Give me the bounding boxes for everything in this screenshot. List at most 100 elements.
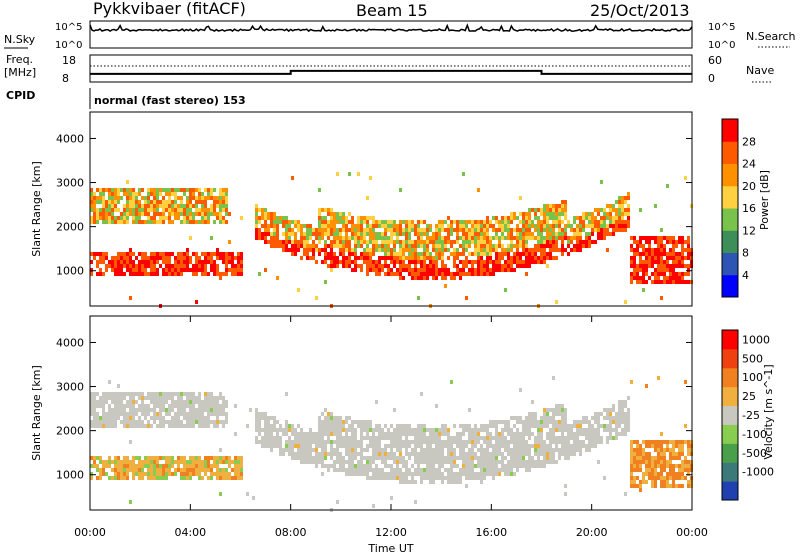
heatmap-cell <box>405 440 408 444</box>
heatmap-cell <box>471 252 474 256</box>
heatmap-cell <box>483 252 486 256</box>
heatmap-cell <box>336 256 339 260</box>
heatmap-cell <box>177 404 180 408</box>
heatmap-cell <box>492 468 495 472</box>
heatmap-cell <box>300 448 303 452</box>
heatmap-cell <box>630 456 633 460</box>
heatmap-cell <box>96 476 99 480</box>
heatmap-cell <box>534 252 537 256</box>
heatmap-cell <box>510 428 513 432</box>
heatmap-cell <box>177 188 180 192</box>
heatmap-cell <box>267 216 270 220</box>
heatmap-cell <box>306 448 309 452</box>
heatmap-cell <box>360 452 363 456</box>
heatmap-cell <box>453 252 456 256</box>
heatmap-cell <box>441 460 444 464</box>
heatmap-cell <box>213 252 216 256</box>
heatmap-cell <box>201 200 204 204</box>
heatmap-cell <box>138 408 141 412</box>
heatmap-cell <box>369 260 372 264</box>
heatmap-cell <box>138 264 141 268</box>
heatmap-cell <box>624 404 627 408</box>
heatmap-cell <box>417 436 420 440</box>
heatmap-cell <box>207 272 210 276</box>
heatmap-cell <box>447 480 450 484</box>
heatmap-cell <box>171 264 174 268</box>
heatmap-cell <box>525 432 528 436</box>
heatmap-cell <box>186 260 189 264</box>
heatmap-cell <box>513 460 516 464</box>
heatmap-cell <box>363 436 366 440</box>
heatmap-cell <box>450 272 453 276</box>
heatmap-cell <box>534 448 537 452</box>
heatmap-cell <box>594 412 597 416</box>
heatmap-cell <box>633 240 636 244</box>
heatmap-cell <box>156 416 159 420</box>
heatmap-cell <box>312 432 315 436</box>
heatmap-cell <box>192 252 195 256</box>
heatmap-cell <box>576 224 579 228</box>
heatmap-cell <box>186 248 189 252</box>
heatmap-cell <box>450 472 453 476</box>
heatmap-cell <box>168 196 171 200</box>
heatmap-cell <box>351 268 354 272</box>
heatmap-cell <box>459 236 462 240</box>
heatmap-cell <box>366 424 369 428</box>
heatmap-cell <box>114 472 117 476</box>
heatmap-cell <box>630 476 633 480</box>
heatmap-cell <box>534 436 537 440</box>
heatmap-cell <box>333 236 336 240</box>
heatmap-cell <box>348 244 351 248</box>
heatmap-cell <box>369 236 372 240</box>
colorbar-tick-label: 500 <box>742 352 763 365</box>
heatmap-cell <box>315 244 318 248</box>
heatmap-cell <box>234 268 237 272</box>
heatmap-cell <box>465 224 468 228</box>
heatmap-cell <box>582 244 585 248</box>
heatmap-cell <box>387 264 390 268</box>
heatmap-cell <box>606 412 609 416</box>
heatmap-cell <box>162 456 165 460</box>
colorbar-tick-label: -500 <box>742 447 767 460</box>
heatmap-cell <box>336 452 339 456</box>
heatmap-cell <box>465 452 468 456</box>
heatmap-cell <box>531 252 534 256</box>
heatmap-cell <box>258 228 261 232</box>
heatmap-cell <box>561 236 564 240</box>
heatmap-cell <box>357 468 360 472</box>
heatmap-cell <box>648 440 651 444</box>
heatmap-cell <box>420 452 423 456</box>
heatmap-cell <box>303 240 306 244</box>
heatmap-cell <box>582 420 585 424</box>
heatmap-cell <box>135 212 138 216</box>
heatmap-cell <box>225 252 228 256</box>
heatmap-cell <box>642 264 645 268</box>
heatmap-cell <box>534 420 537 424</box>
heatmap-cell <box>270 440 273 444</box>
heatmap-cell <box>573 448 576 452</box>
heatmap-cell <box>504 456 507 460</box>
heatmap-cell <box>90 420 93 424</box>
heatmap-cell <box>123 464 126 468</box>
heatmap-cell <box>450 440 453 444</box>
heatmap-cell <box>513 256 516 260</box>
heatmap-cell <box>327 220 330 224</box>
heatmap-cell <box>159 216 162 220</box>
heatmap-cell <box>633 248 636 252</box>
heatmap-cell <box>417 472 420 476</box>
heatmap-cell <box>507 268 510 272</box>
heatmap-cell <box>219 408 222 412</box>
heatmap-cell <box>393 432 396 436</box>
heatmap-cell <box>222 256 225 260</box>
heatmap-cell <box>372 436 375 440</box>
heatmap-cell <box>507 220 510 224</box>
heatmap-cell <box>180 396 183 400</box>
heatmap-cell <box>210 472 213 476</box>
heatmap-cell <box>213 264 216 268</box>
heatmap-cell <box>159 424 162 428</box>
heatmap-cell <box>141 212 144 216</box>
heatmap-cell <box>180 268 183 272</box>
heatmap-cell <box>423 240 426 244</box>
heatmap-cell <box>657 268 660 272</box>
heatmap-cell <box>573 228 576 232</box>
